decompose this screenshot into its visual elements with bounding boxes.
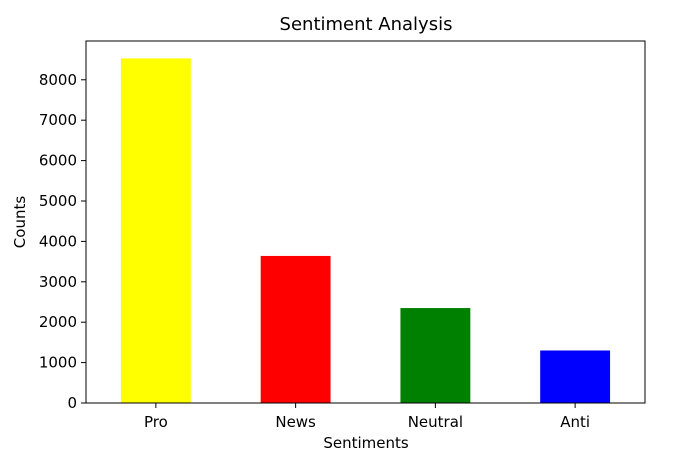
y-tick-label-1000: 1000 <box>39 354 77 372</box>
x-tick-label-neutral: Neutral <box>408 413 463 431</box>
y-tick-label-0: 0 <box>67 394 77 412</box>
chart-title: Sentiment Analysis <box>280 14 453 35</box>
y-axis-label: Counts <box>11 196 29 249</box>
x-axis: Pro News Neutral Anti <box>144 403 590 431</box>
bar-pro <box>120 58 191 403</box>
bar-news <box>260 255 331 403</box>
y-tick-label-8000: 8000 <box>39 71 77 89</box>
y-axis: 0 1000 2000 3000 4000 5000 6000 7000 8000 <box>39 71 86 412</box>
x-tick-label-news: News <box>275 413 316 431</box>
bar-anti <box>540 350 611 403</box>
bar-neutral <box>400 308 471 403</box>
y-tick-label-3000: 3000 <box>39 273 77 291</box>
y-tick-label-2000: 2000 <box>39 313 77 331</box>
y-tick-label-4000: 4000 <box>39 232 77 250</box>
y-tick-label-5000: 5000 <box>39 192 77 210</box>
x-axis-label: Sentiments <box>323 434 409 452</box>
y-tick-label-6000: 6000 <box>39 152 77 170</box>
plot-frame <box>85 40 646 404</box>
y-tick-label-7000: 7000 <box>39 111 77 129</box>
bars-group <box>120 58 611 403</box>
x-tick-label-anti: Anti <box>560 413 590 431</box>
x-tick-label-pro: Pro <box>144 413 168 431</box>
